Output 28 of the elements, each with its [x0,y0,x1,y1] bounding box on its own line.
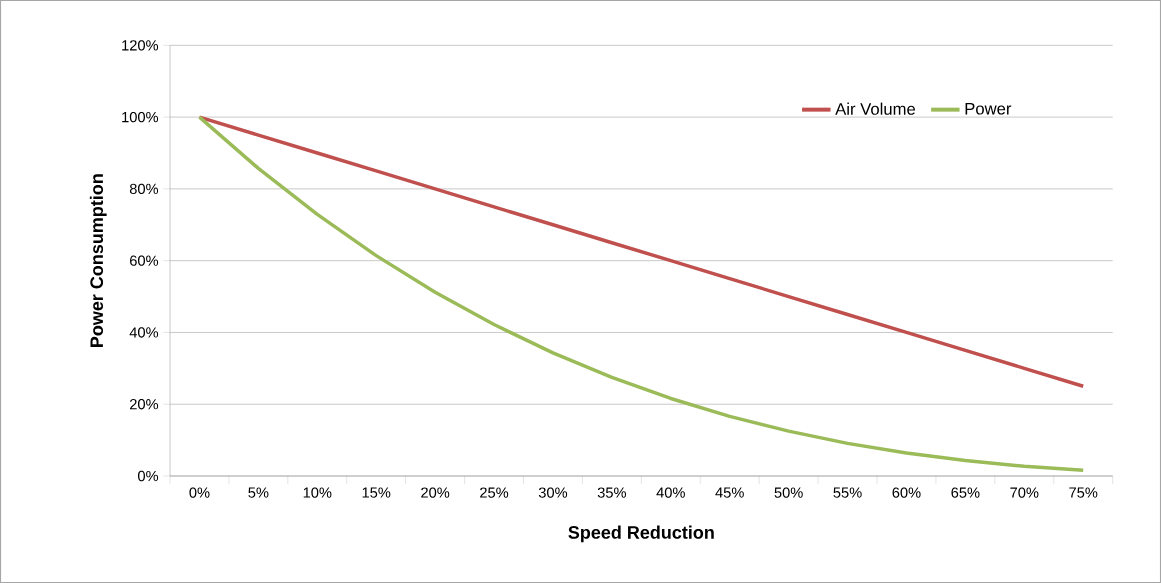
y-tick-label: 40% [129,327,159,338]
x-tick-label: 20% [421,487,450,498]
x-tick-label: 30% [538,487,568,498]
x-tick-label: 60% [892,487,921,498]
x-axis-title: Speed Reduction [568,525,714,543]
x-tick-label: 25% [480,487,509,498]
y-tick-label: 120% [122,40,159,51]
x-tick-label: 35% [597,487,627,498]
x-tick-label: 40% [656,487,685,498]
x-tick-label: 5% [248,487,269,498]
y-tick-label: 0% [137,470,159,482]
y-tick-label: 80% [129,183,159,195]
y-tick-label: 60% [130,255,159,266]
legend-label: Power [965,102,1012,115]
x-tick-label: 0% [189,487,210,498]
x-tick-label: 15% [362,487,391,498]
x-tick-label: 45% [715,487,744,498]
y-axis-title: Power Consumption [89,174,107,347]
line-series [197,115,1085,472]
x-tick-label: 75% [1069,487,1098,498]
x-tick-label: 55% [833,487,862,498]
x-tick-label: 65% [951,487,980,498]
y-tick-label: 20% [130,399,159,410]
x-tick-label: 10% [303,487,332,498]
x-tick-label: 50% [774,487,803,498]
y-tick-label: 100% [122,111,159,123]
x-tick-label: 70% [1010,487,1039,498]
legend-label: Air Volume [835,102,916,115]
